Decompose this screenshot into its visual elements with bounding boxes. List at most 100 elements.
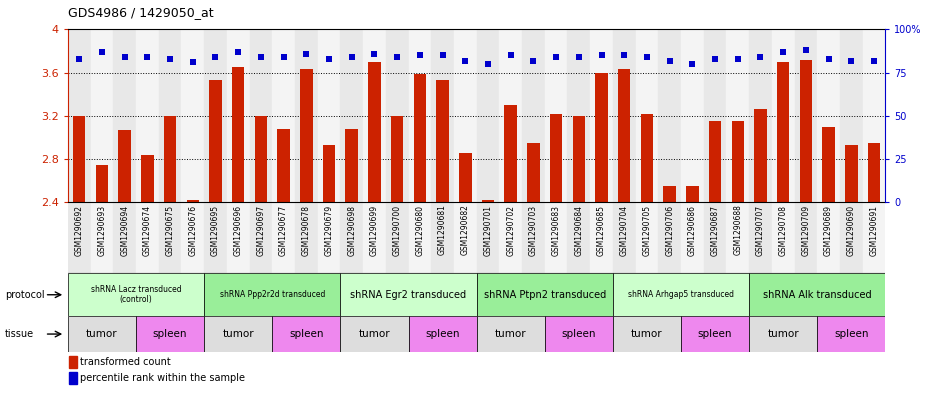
Text: tumor: tumor	[359, 329, 391, 339]
Text: GSM1290680: GSM1290680	[416, 204, 424, 255]
Bar	[340, 316, 408, 352]
Bar	[249, 29, 272, 202]
Bar	[73, 116, 86, 202]
Bar	[868, 143, 881, 202]
Bar	[863, 29, 885, 202]
Text: spleen: spleen	[153, 329, 187, 339]
Bar	[232, 67, 245, 202]
Text: GSM1290691: GSM1290691	[870, 204, 879, 255]
Point	[185, 59, 200, 66]
Point	[163, 56, 178, 62]
Point	[95, 49, 110, 55]
Text: GSM1290688: GSM1290688	[733, 204, 742, 255]
Text: GSM1290696: GSM1290696	[233, 204, 243, 255]
Text: tumor: tumor	[222, 329, 254, 339]
Bar	[159, 29, 181, 202]
Text: GSM1290679: GSM1290679	[325, 204, 334, 255]
Bar	[340, 273, 476, 316]
Bar	[96, 165, 108, 202]
Bar	[227, 29, 249, 202]
Point	[208, 54, 223, 60]
Bar	[68, 273, 204, 316]
Bar	[340, 202, 363, 273]
Bar	[641, 114, 653, 202]
Bar	[68, 202, 90, 273]
Text: GSM1290707: GSM1290707	[756, 204, 765, 255]
Text: GSM1290703: GSM1290703	[529, 204, 538, 255]
Point	[72, 56, 86, 62]
Bar	[527, 143, 539, 202]
Bar	[323, 145, 336, 202]
Bar	[800, 60, 812, 202]
Bar	[591, 202, 613, 273]
Bar	[794, 29, 817, 202]
Point	[117, 54, 132, 60]
Bar	[545, 316, 613, 352]
Bar	[363, 29, 386, 202]
Bar	[749, 29, 772, 202]
Bar	[68, 316, 136, 352]
Bar	[550, 114, 563, 202]
Bar	[567, 202, 591, 273]
Bar	[432, 202, 454, 273]
Text: GSM1290699: GSM1290699	[370, 204, 379, 255]
Bar	[476, 202, 499, 273]
Bar	[749, 273, 885, 316]
Point	[367, 51, 382, 57]
Text: GSM1290682: GSM1290682	[460, 204, 470, 255]
Bar	[363, 202, 386, 273]
Bar	[613, 202, 635, 273]
Bar	[704, 29, 726, 202]
Text: GSM1290705: GSM1290705	[643, 204, 651, 255]
Text: GSM1290677: GSM1290677	[279, 204, 288, 255]
Bar	[754, 109, 766, 202]
Bar	[459, 152, 472, 202]
Bar	[272, 316, 340, 352]
Text: GSM1290702: GSM1290702	[506, 204, 515, 255]
Bar	[476, 273, 613, 316]
Text: GSM1290685: GSM1290685	[597, 204, 606, 255]
Bar	[591, 29, 613, 202]
Bar	[613, 29, 635, 202]
Text: shRNA Ptpn2 transduced: shRNA Ptpn2 transduced	[484, 290, 605, 300]
Text: GSM1290692: GSM1290692	[74, 204, 84, 255]
Bar	[118, 130, 131, 202]
Text: GSM1290683: GSM1290683	[551, 204, 561, 255]
Text: GSM1290700: GSM1290700	[392, 204, 402, 255]
Point	[435, 52, 450, 59]
Bar	[113, 29, 136, 202]
Bar	[618, 70, 631, 202]
Point	[708, 56, 723, 62]
Text: GSM1290704: GSM1290704	[619, 204, 629, 255]
Point	[344, 54, 359, 60]
Text: spleen: spleen	[834, 329, 869, 339]
Point	[322, 56, 337, 62]
Text: GSM1290689: GSM1290689	[824, 204, 833, 255]
Bar	[845, 145, 857, 202]
Bar	[686, 186, 698, 202]
Bar	[567, 29, 591, 202]
Bar	[749, 316, 817, 352]
Bar	[476, 316, 545, 352]
Bar	[635, 202, 658, 273]
Bar	[663, 186, 676, 202]
Bar	[141, 155, 153, 202]
Bar	[522, 202, 545, 273]
Bar	[681, 316, 749, 352]
Bar	[681, 202, 704, 273]
Text: GSM1290686: GSM1290686	[688, 204, 697, 255]
Bar	[295, 29, 318, 202]
Point	[640, 54, 655, 60]
Text: tumor: tumor	[495, 329, 526, 339]
Text: GSM1290684: GSM1290684	[575, 204, 583, 255]
Bar	[840, 202, 863, 273]
Bar	[204, 202, 227, 273]
Text: GSM1290681: GSM1290681	[438, 204, 447, 255]
Bar	[68, 29, 90, 202]
Text: GSM1290690: GSM1290690	[847, 204, 856, 255]
Bar	[386, 29, 408, 202]
Bar	[136, 316, 204, 352]
Bar	[249, 202, 272, 273]
Bar	[204, 316, 272, 352]
Point	[140, 54, 154, 60]
